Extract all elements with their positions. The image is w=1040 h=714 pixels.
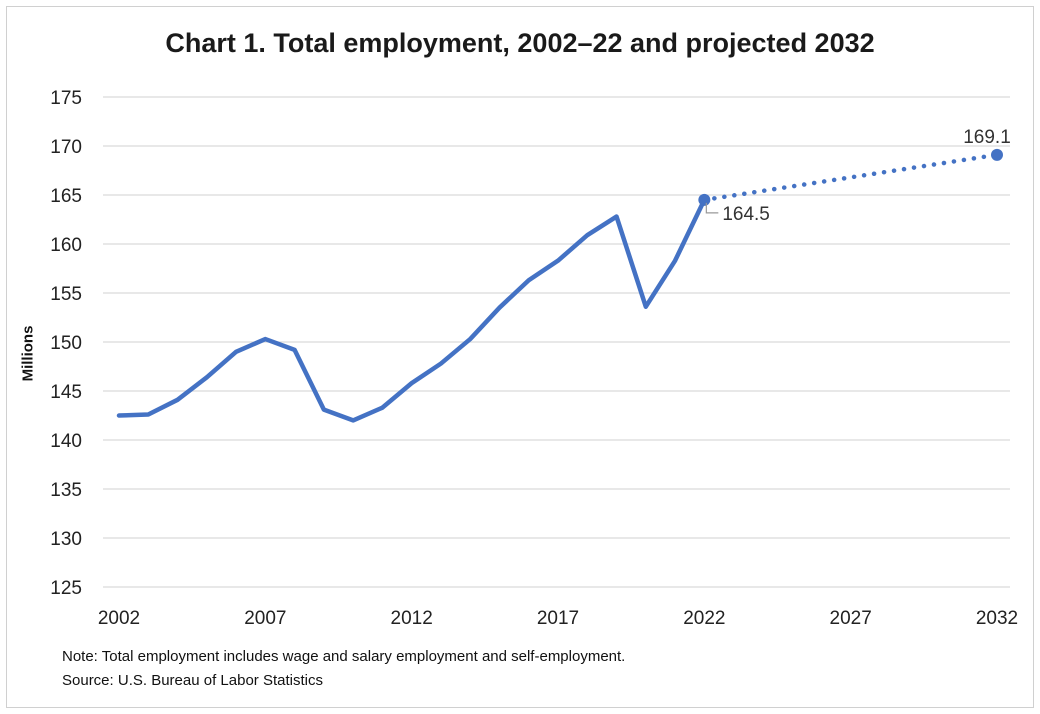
x-tick-label: 2017 [537, 608, 579, 629]
chart-frame [6, 6, 1034, 708]
y-tick-label: 135 [50, 480, 82, 501]
data-label: 164.5 [722, 204, 770, 225]
y-tick-label: 150 [50, 333, 82, 354]
x-tick-label: 2022 [683, 608, 725, 629]
projection-line [702, 152, 1000, 203]
chart-title: Chart 1. Total employment, 2002–22 and p… [165, 28, 875, 58]
x-tick-label: 2002 [98, 608, 140, 629]
y-tick-label: 140 [50, 431, 82, 452]
y-tick-label: 130 [50, 529, 82, 550]
y-tick-label: 160 [50, 235, 82, 256]
y-tick-label: 175 [50, 88, 82, 109]
data-point-marker [991, 148, 1003, 161]
x-tick-label: 2032 [976, 608, 1018, 629]
x-tick-label: 2012 [391, 608, 433, 629]
y-tick-label: 170 [50, 137, 82, 158]
y-tick-label: 145 [50, 382, 82, 403]
y-tick-label: 165 [50, 186, 82, 207]
chart-note: Note: Total employment includes wage and… [62, 648, 626, 665]
data-point-marker [698, 193, 711, 206]
chart-source: Source: U.S. Bureau of Labor Statistics [62, 672, 323, 689]
data-label: 169.1 [963, 127, 1011, 148]
leader-line [705, 202, 719, 214]
historical-line [116, 197, 707, 423]
y-tick-label: 155 [50, 284, 82, 305]
x-tick-label: 2027 [830, 608, 872, 629]
y-tick-label: 125 [50, 578, 82, 599]
x-tick-label: 2007 [244, 608, 286, 629]
